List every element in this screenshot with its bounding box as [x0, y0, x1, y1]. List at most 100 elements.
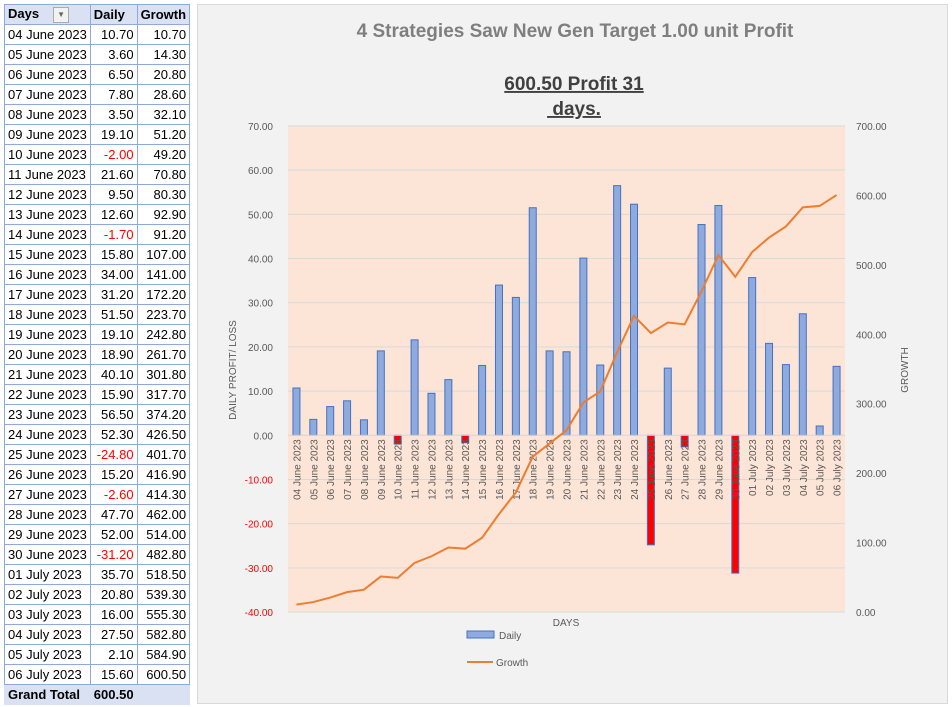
cell-growth: 416.90 — [136, 464, 191, 485]
cell-day: 14 June 2023 — [4, 224, 91, 245]
cell-day: 16 June 2023 — [4, 264, 91, 285]
grand-total-row: Grand Total 600.50 — [4, 684, 191, 705]
table-row: 14 June 2023 -1.70 91.20 — [4, 224, 191, 245]
table-row: 05 June 2023 3.60 14.30 — [4, 44, 191, 65]
cell-growth: 301.80 — [136, 364, 191, 385]
cell-growth: 555.30 — [136, 604, 191, 625]
table-row: 15 June 2023 15.80 107.00 — [4, 244, 191, 265]
header-growth: Growth — [136, 4, 191, 25]
cell-growth: 32.10 — [136, 104, 191, 125]
table-row: 10 June 2023 -2.00 49.20 — [4, 144, 191, 165]
table-row: 22 June 2023 15.90 317.70 — [4, 384, 191, 405]
cell-day: 04 July 2023 — [4, 624, 91, 645]
cell-daily: 9.50 — [89, 184, 138, 205]
table-row: 29 June 2023 52.00 514.00 — [4, 524, 191, 545]
cell-daily: 40.10 — [89, 364, 138, 385]
cell-daily: -24.80 — [89, 444, 138, 465]
cell-daily: 3.60 — [89, 44, 138, 65]
cell-growth: 20.80 — [136, 64, 191, 85]
cell-growth: 582.80 — [136, 624, 191, 645]
grand-total-label: Grand Total — [4, 684, 91, 705]
table-row: 01 July 2023 35.70 518.50 — [4, 564, 191, 585]
cell-growth: 401.70 — [136, 444, 191, 465]
cell-growth: 51.20 — [136, 124, 191, 145]
cell-growth: 600.50 — [136, 664, 191, 685]
table-row: 16 June 2023 34.00 141.00 — [4, 264, 191, 285]
cell-day: 07 June 2023 — [4, 84, 91, 105]
cell-daily: 6.50 — [89, 64, 138, 85]
table-row: 17 June 2023 31.20 172.20 — [4, 284, 191, 305]
table-row: 06 June 2023 6.50 20.80 — [4, 64, 191, 85]
cell-growth: 70.80 — [136, 164, 191, 185]
cell-day: 26 June 2023 — [4, 464, 91, 485]
table-row: 27 June 2023 -2.60 414.30 — [4, 484, 191, 505]
cell-daily: 52.00 — [89, 524, 138, 545]
cell-day: 30 June 2023 — [4, 544, 91, 565]
cell-daily: 7.80 — [89, 84, 138, 105]
table-row: 21 June 2023 40.10 301.80 — [4, 364, 191, 385]
table-row: 09 June 2023 19.10 51.20 — [4, 124, 191, 145]
table-row: 13 June 2023 12.60 92.90 — [4, 204, 191, 225]
table-row: 06 July 2023 15.60 600.50 — [4, 664, 191, 685]
cell-day: 08 June 2023 — [4, 104, 91, 125]
cell-growth: 92.90 — [136, 204, 191, 225]
cell-daily: -31.20 — [89, 544, 138, 565]
cell-day: 20 June 2023 — [4, 344, 91, 365]
cell-daily: 12.60 — [89, 204, 138, 225]
cell-day: 01 July 2023 — [4, 564, 91, 585]
cell-daily: 19.10 — [89, 324, 138, 345]
cell-day: 24 June 2023 — [4, 424, 91, 445]
table-row: 26 June 2023 15.20 416.90 — [4, 464, 191, 485]
cell-day: 29 June 2023 — [4, 524, 91, 545]
cell-day: 10 June 2023 — [4, 144, 91, 165]
cell-daily: -1.70 — [89, 224, 138, 245]
cell-day: 02 July 2023 — [4, 584, 91, 605]
header-days[interactable]: Days ▼ — [4, 4, 91, 25]
cell-growth: 14.30 — [136, 44, 191, 65]
cell-daily: 15.80 — [89, 244, 138, 265]
cell-growth: 426.50 — [136, 424, 191, 445]
cell-daily: 18.90 — [89, 344, 138, 365]
table-row: 12 June 2023 9.50 80.30 — [4, 184, 191, 205]
header-daily: Daily — [89, 4, 138, 25]
grand-total-value: 600.50 — [89, 684, 138, 705]
cell-growth: 80.30 — [136, 184, 191, 205]
table-row: 19 June 2023 19.10 242.80 — [4, 324, 191, 345]
cell-daily: -2.00 — [89, 144, 138, 165]
cell-day: 12 June 2023 — [4, 184, 91, 205]
cell-daily: 27.50 — [89, 624, 138, 645]
cell-day: 13 June 2023 — [4, 204, 91, 225]
cell-growth: 91.20 — [136, 224, 191, 245]
cell-day: 09 June 2023 — [4, 124, 91, 145]
cell-day: 22 June 2023 — [4, 384, 91, 405]
cell-daily: 34.00 — [89, 264, 138, 285]
cell-growth: 10.70 — [136, 24, 191, 45]
cell-day: 11 June 2023 — [4, 164, 91, 185]
cell-day: 17 June 2023 — [4, 284, 91, 305]
cell-day: 23 June 2023 — [4, 404, 91, 425]
cell-day: 04 June 2023 — [4, 24, 91, 45]
table-row: 11 June 2023 21.60 70.80 — [4, 164, 191, 185]
cell-daily: -2.60 — [89, 484, 138, 505]
cell-daily: 10.70 — [89, 24, 138, 45]
cell-growth: 518.50 — [136, 564, 191, 585]
cell-daily: 47.70 — [89, 504, 138, 525]
cell-day: 28 June 2023 — [4, 504, 91, 525]
cell-daily: 3.50 — [89, 104, 138, 125]
table-row: 03 July 2023 16.00 555.30 — [4, 604, 191, 625]
table-row: 28 June 2023 47.70 462.00 — [4, 504, 191, 525]
chart-panel[interactable] — [197, 4, 948, 704]
cell-daily: 20.80 — [89, 584, 138, 605]
cell-day: 18 June 2023 — [4, 304, 91, 325]
table-row: 18 June 2023 51.50 223.70 — [4, 304, 191, 325]
cell-daily: 51.50 — [89, 304, 138, 325]
cell-day: 06 June 2023 — [4, 64, 91, 85]
cell-day: 21 June 2023 — [4, 364, 91, 385]
table-row: 30 June 2023 -31.20 482.80 — [4, 544, 191, 565]
cell-daily: 56.50 — [89, 404, 138, 425]
cell-growth: 223.70 — [136, 304, 191, 325]
cell-growth: 414.30 — [136, 484, 191, 505]
cell-day: 06 July 2023 — [4, 664, 91, 685]
filter-dropdown-icon[interactable]: ▼ — [53, 6, 70, 23]
cell-daily: 35.70 — [89, 564, 138, 585]
